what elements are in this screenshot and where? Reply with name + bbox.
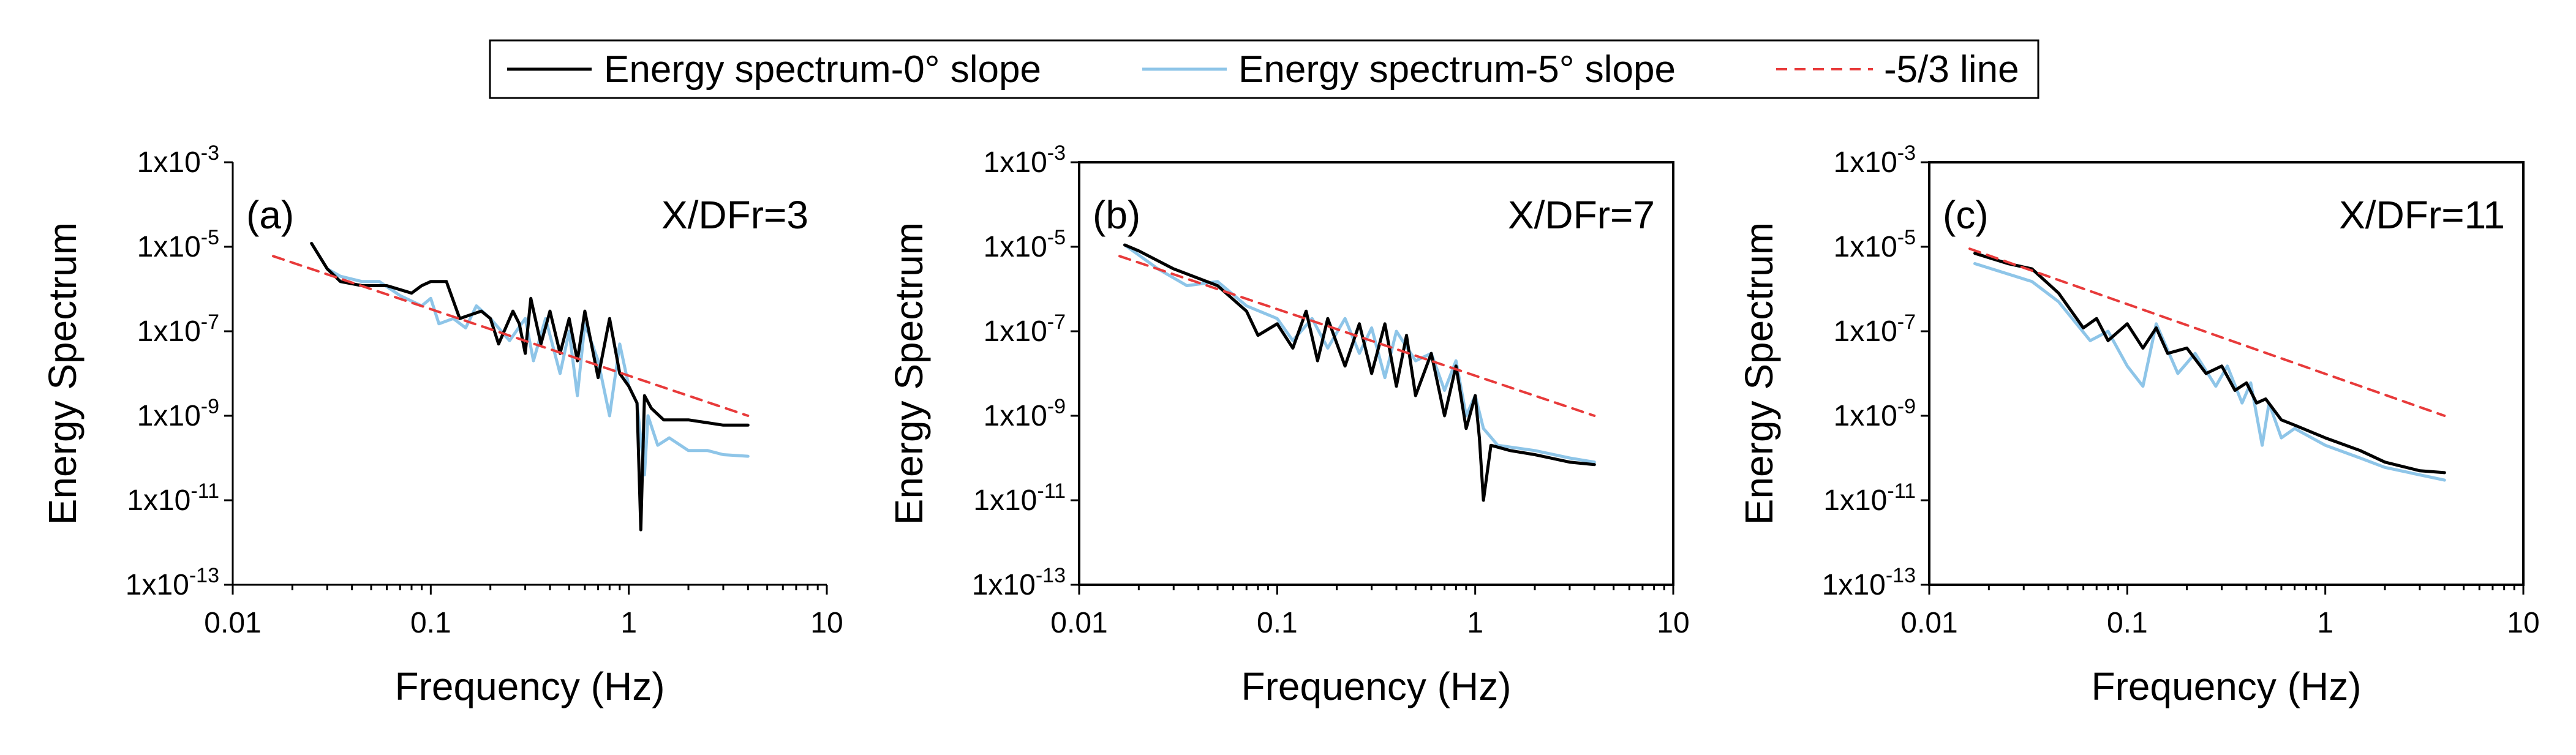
series-line-5deg [1973,262,2446,482]
x-tick-label: 0.01 [1050,607,1107,639]
panel-a: 0.01 0.1 1 10 1x10-3 1x10-5 1x10-7 1x10-9 1x10-1… [40,141,843,708]
series-line-5deg [1123,243,1596,464]
panel-label: (b) [1093,193,1140,237]
panel-b: 0.01 0.1 1 10 1x10-3 1x10-5 1x10-7 1x10-9 1x10-1… [887,141,1690,708]
legend-label-1: Energy spectrum-5° slope [1238,48,1676,91]
y-tick-label: 1x10-13 [972,564,1066,601]
x-tick-label: 1 [620,607,637,639]
x-tick-label: 0.1 [410,607,451,639]
panel-label: (c) [1943,193,1989,237]
y-tick-label: 1x10-11 [1823,479,1916,517]
series-line-0deg [310,242,750,532]
y-tick-label: 1x10-11 [973,479,1066,517]
panel-c: 0.01 0.1 1 10 1x10-3 1x10-5 1x10-7 1x10-9 1x10-1… [1737,141,2540,708]
y-tick-label: 1x10-9 [1834,395,1916,432]
x-axis-title: Frequency (Hz) [1241,664,1512,708]
reference-line-minus-5-3 [1968,247,2446,417]
panel-label: (a) [246,193,294,237]
x-axis-title: Frequency (Hz) [2092,664,2362,708]
y-tick-label: 1x10-7 [137,310,219,348]
y-tick-label: 1x10-5 [984,226,1066,263]
x-axis-title: Frequency (Hz) [395,664,665,708]
reference-line-minus-5-3 [272,255,750,417]
y-axis-title: Energy Spectrum [1737,222,1781,525]
legend: Energy spectrum-0° slope Energy spectrum… [489,39,2039,99]
series-line-5deg [310,242,750,476]
panel-annotation: X/DFr=7 [1508,193,1655,237]
x-tick-label: 0.1 [1257,607,1298,639]
plot-frame [1928,161,2525,586]
x-tick-label: 1 [2317,607,2333,639]
y-tick-label: 1x10-3 [984,141,1066,179]
y-tick-label: 1x10-3 [1834,141,1916,179]
y-tick-label: 1x10-7 [1834,310,1916,348]
y-tick-label: 1x10-7 [984,310,1066,348]
y-tick-label: 1x10-9 [984,395,1066,432]
panel-annotation: X/DFr=11 [2339,193,2505,237]
y-tick-label: 1x10-13 [1822,564,1916,601]
y-tick-label: 1x10-5 [137,226,219,263]
y-tick-label: 1x10-5 [1834,226,1916,263]
y-tick-label: 1x10-11 [127,479,219,517]
legend-label-0: Energy spectrum-0° slope [604,48,1041,91]
series-line-0deg [1123,243,1596,502]
y-tick-label: 1x10-3 [137,141,219,179]
y-axis-title: Energy Spectrum [887,222,931,525]
x-tick-label: 0.01 [1900,607,1957,639]
x-tick-label: 10 [810,607,843,639]
y-axis-title: Energy Spectrum [40,222,85,525]
y-tick-label: 1x10-9 [137,395,219,432]
legend-label-2: -5/3 line [1884,48,2019,91]
x-tick-label: 1 [1467,607,1483,639]
plot-frame [1078,161,1674,586]
series-line-0deg [1973,252,2446,475]
x-tick-label: 10 [1657,607,1689,639]
panel-annotation: X/DFr=3 [661,193,808,237]
x-tick-label: 0.01 [204,607,261,639]
reference-line-minus-5-3 [1118,255,1596,417]
x-tick-label: 0.1 [2107,607,2148,639]
y-tick-label: 1x10-13 [126,564,219,601]
x-tick-label: 10 [2507,607,2539,639]
